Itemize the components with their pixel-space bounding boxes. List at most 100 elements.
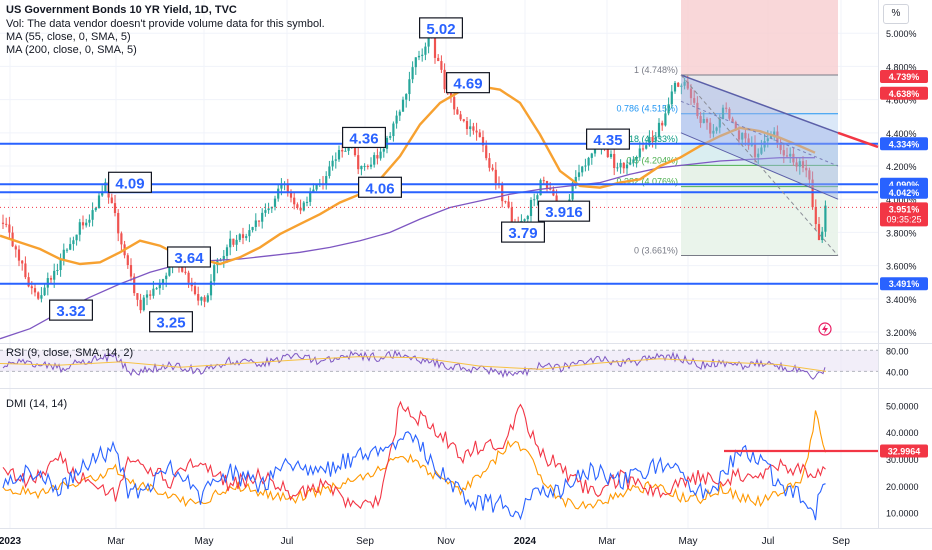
candle-body [648, 137, 651, 146]
price-annotation[interactable]: 4.09 [107, 171, 152, 193]
price-annotation[interactable]: 3.916 [537, 200, 591, 222]
price-annotations[interactable]: 4.09 3.64 3.32 3.25 4.36 5.02 4.69 4.06 3.79 3.91… [48, 17, 630, 333]
candle-body [478, 132, 481, 138]
candle-body [408, 79, 411, 95]
candle-body [705, 118, 709, 123]
candle-body [165, 275, 168, 280]
price-annotation[interactable]: 3.32 [48, 299, 93, 321]
bolt-icon-glyph[interactable] [822, 324, 828, 334]
candle-body [808, 170, 811, 180]
candle-body [337, 150, 341, 160]
candle-body [62, 249, 65, 260]
fib-zone [681, 186, 838, 256]
bolt-icon-ring[interactable] [818, 322, 832, 336]
candle-body [785, 155, 789, 157]
candle-body [577, 172, 581, 177]
fib-level-label: 0.618 (4.333%) [616, 134, 678, 144]
candle-body [309, 191, 312, 202]
hline-tag-bg [880, 277, 928, 291]
candle-body [117, 213, 120, 234]
hline-tag: 3.491% [889, 279, 920, 289]
candle-body [529, 200, 533, 217]
candle-body [571, 182, 574, 200]
annotation-box[interactable] [537, 200, 591, 222]
candle-body [347, 145, 350, 151]
price-axis-label: 3.600% [886, 262, 917, 272]
price-annotation[interactable]: 4.69 [446, 72, 491, 94]
candle-body [737, 130, 741, 140]
resistance-ray[interactable] [837, 131, 879, 149]
candle-body [273, 198, 277, 207]
price-axis-label: 3.800% [886, 228, 917, 238]
candle-body [693, 98, 696, 103]
candle-body [712, 130, 715, 134]
candle-body [161, 279, 165, 284]
price-annotation[interactable]: 4.06 [358, 176, 403, 198]
price-annotation[interactable]: 5.02 [419, 17, 464, 39]
trend-dashed-line[interactable] [680, 74, 839, 256]
annotation-box[interactable] [107, 171, 152, 193]
trend-channel[interactable] [680, 74, 879, 256]
fibonacci-retracement[interactable]: 1 (4.748%) 0.786 (4.515%) 0.618 (4.333%) 0.… [616, 0, 838, 257]
candle-body [49, 278, 53, 280]
candle-body [609, 153, 613, 157]
candle-body [667, 104, 670, 114]
channel-fill[interactable] [681, 75, 838, 200]
fib-level-label: 0.5 (4.204%) [626, 155, 678, 165]
candle-body [670, 91, 673, 105]
candle-body [248, 230, 251, 237]
candle-body [293, 197, 296, 205]
price-annotation[interactable]: 3.64 [167, 246, 212, 268]
percent-scale-button[interactable]: % [883, 4, 909, 24]
annotation-box[interactable] [446, 72, 491, 94]
price-annotation[interactable]: 3.79 [501, 221, 546, 243]
candle-body [379, 151, 382, 159]
chart-title: US Government Bonds 10 YR Yield, 1D, TVC [6, 4, 237, 16]
candle-body [686, 81, 689, 89]
annotation-box[interactable] [501, 221, 546, 243]
candle-body [14, 246, 17, 250]
candle-body [632, 159, 635, 163]
candle-body [645, 145, 648, 149]
candle-body [817, 224, 821, 241]
price-annotation[interactable]: 3.25 [149, 311, 194, 333]
candle-body [798, 161, 801, 167]
candle-body [53, 270, 56, 280]
price-annotation[interactable]: 4.36 [342, 126, 387, 149]
hline-tag: 4.042% [889, 188, 920, 198]
candle-body [440, 61, 443, 70]
annotation-box[interactable] [167, 246, 212, 268]
channel-mid-line[interactable] [680, 100, 839, 167]
annotation-box[interactable] [419, 17, 464, 39]
candle-body [91, 210, 94, 220]
dmi-pane [2, 400, 878, 521]
candle-body [286, 184, 289, 192]
annotation-box[interactable] [358, 176, 403, 198]
rsi-legend: RSI (9, close, SMA, 14, 2) [6, 347, 134, 359]
annotation-box[interactable] [585, 128, 630, 150]
price-tag-bg [880, 86, 928, 100]
candle-body [363, 165, 366, 167]
price-annotation[interactable]: 4.35 [585, 128, 630, 150]
bolt-icon[interactable] [818, 322, 832, 336]
candle-body [392, 123, 395, 137]
candle-body [449, 91, 453, 98]
candle-body [219, 260, 222, 262]
candle-body [187, 272, 190, 283]
vol-legend: Vol: The data vendor doesn't provide vol… [6, 18, 325, 30]
annotation-box[interactable] [48, 299, 93, 321]
candle-body [465, 121, 469, 130]
price-axis-label: 4.000% [886, 195, 917, 205]
candle-body [139, 299, 142, 311]
annotation-box[interactable] [342, 126, 387, 149]
channel-top-line[interactable] [680, 74, 839, 134]
fib-level-label: 1 (4.748%) [634, 65, 678, 75]
candle-body [30, 286, 33, 289]
candle-body [741, 132, 744, 140]
candle-body [680, 85, 683, 87]
candle-body [85, 222, 88, 226]
candle-body [574, 176, 577, 183]
annotation-box[interactable] [149, 311, 194, 333]
candle-body [1, 222, 5, 224]
